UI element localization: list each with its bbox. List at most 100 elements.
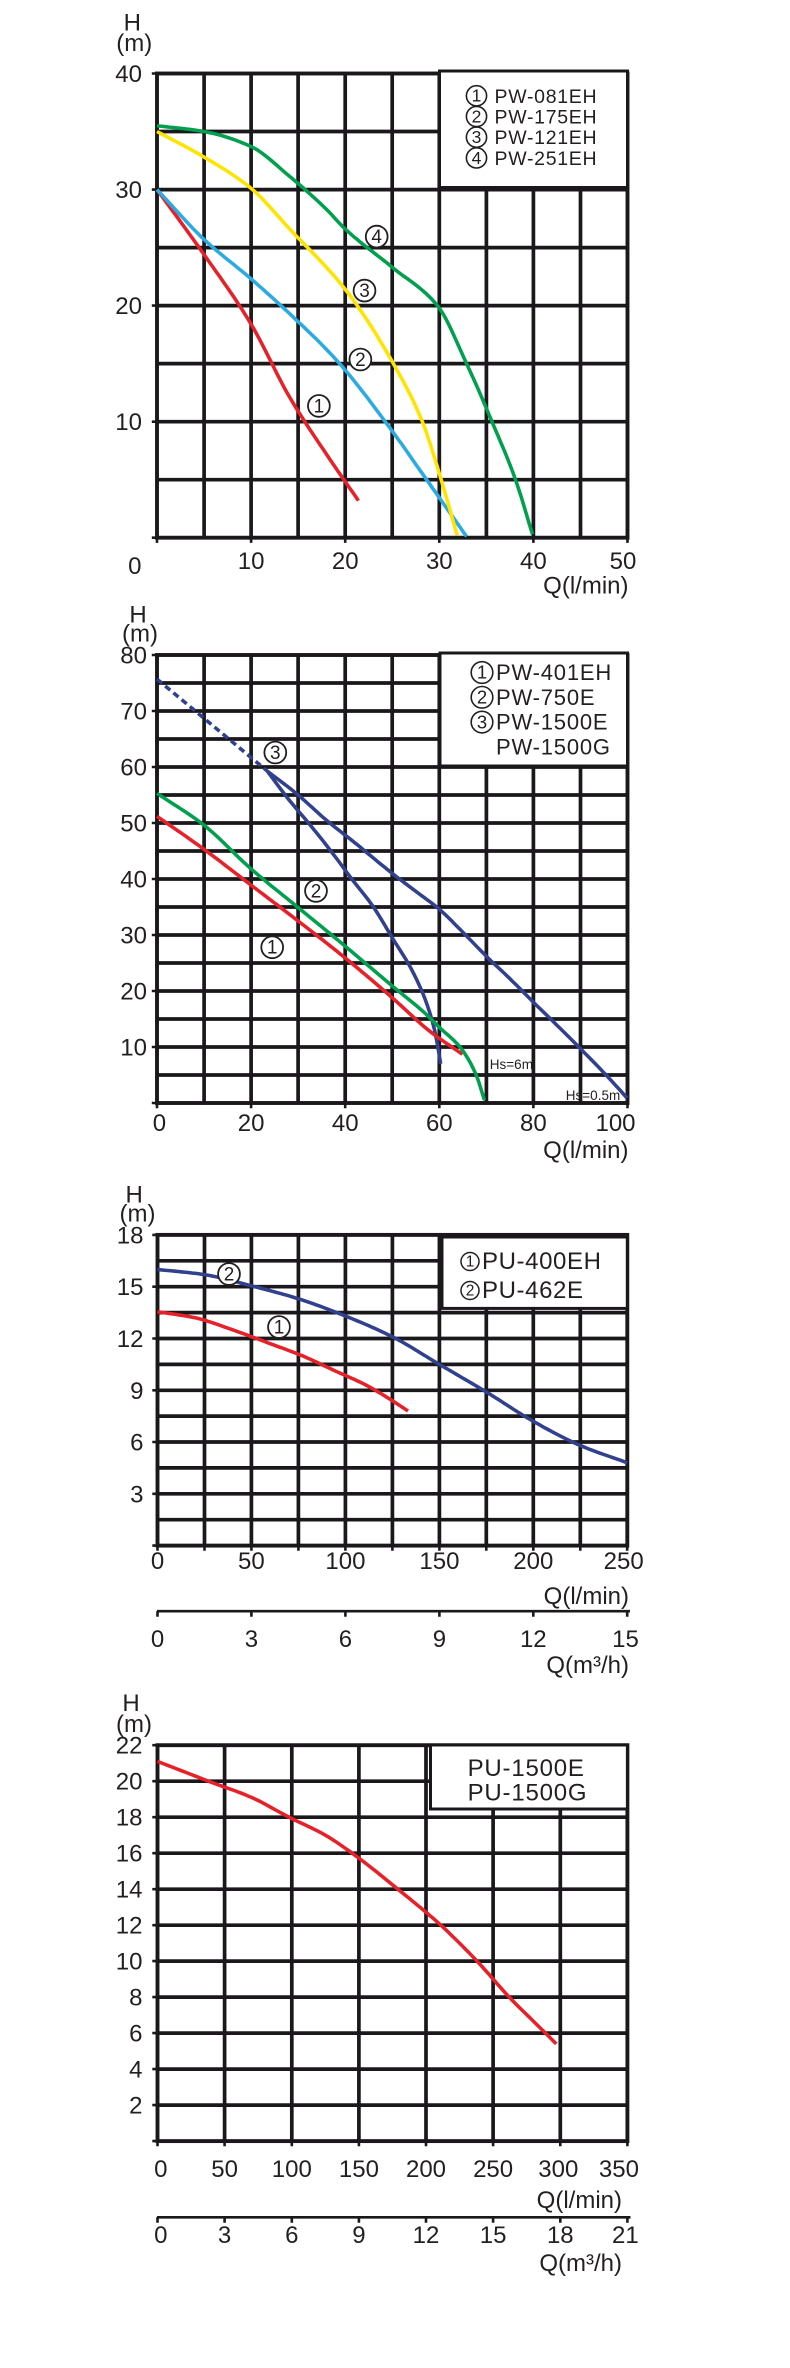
svg-text:6: 6	[130, 1430, 143, 1457]
svg-text:Q(l/min): Q(l/min)	[543, 1137, 628, 1164]
svg-text:80: 80	[520, 1110, 547, 1137]
svg-text:80: 80	[120, 643, 147, 670]
svg-text:(m): (m)	[116, 1711, 152, 1738]
svg-text:100: 100	[325, 1548, 365, 1575]
svg-text:Q(m³/h): Q(m³/h)	[546, 1652, 629, 1679]
svg-text:PU-1500E: PU-1500E	[468, 1755, 585, 1782]
svg-text:18: 18	[117, 1222, 144, 1249]
svg-text:2: 2	[129, 2093, 142, 2120]
svg-text:3: 3	[270, 743, 281, 764]
svg-text:3: 3	[130, 1481, 143, 1508]
svg-text:150: 150	[339, 2156, 379, 2183]
svg-text:2: 2	[311, 881, 322, 902]
svg-text:Q(l/min): Q(l/min)	[543, 573, 628, 600]
svg-text:30: 30	[115, 177, 142, 204]
svg-text:12: 12	[520, 1626, 547, 1653]
svg-text:Q(m³/h): Q(m³/h)	[539, 2250, 622, 2277]
svg-text:PW-251EH: PW-251EH	[495, 148, 598, 170]
svg-text:50: 50	[120, 811, 147, 838]
svg-text:Q(l/min): Q(l/min)	[537, 2187, 622, 2214]
svg-text:6: 6	[339, 1626, 352, 1653]
svg-text:10: 10	[238, 548, 265, 575]
svg-text:9: 9	[352, 2222, 365, 2249]
svg-text:60: 60	[120, 755, 147, 782]
svg-text:1: 1	[466, 1254, 475, 1271]
svg-text:0: 0	[154, 2222, 167, 2249]
svg-text:12: 12	[413, 2222, 440, 2249]
svg-text:50: 50	[211, 2156, 238, 2183]
svg-text:18: 18	[116, 1805, 143, 1832]
svg-text:H: H	[122, 1690, 139, 1717]
svg-text:16: 16	[116, 1841, 143, 1868]
svg-text:20: 20	[238, 1110, 265, 1137]
svg-text:H: H	[129, 602, 146, 629]
svg-text:20: 20	[332, 548, 359, 575]
svg-text:350: 350	[599, 2156, 639, 2183]
svg-text:8: 8	[129, 1985, 142, 2012]
svg-text:50: 50	[610, 548, 637, 575]
svg-text:3: 3	[477, 711, 487, 732]
svg-text:40: 40	[115, 61, 142, 88]
svg-text:PW-750E: PW-750E	[496, 685, 595, 710]
svg-text:12: 12	[116, 1913, 143, 1940]
svg-text:0: 0	[128, 553, 141, 580]
svg-text:4: 4	[472, 148, 482, 168]
svg-text:PW-1500G: PW-1500G	[496, 734, 611, 759]
svg-text:20: 20	[116, 1769, 143, 1796]
svg-text:22: 22	[116, 1733, 143, 1760]
svg-text:15: 15	[480, 2222, 507, 2249]
svg-text:9: 9	[130, 1378, 143, 1405]
svg-text:3: 3	[359, 281, 370, 302]
svg-text:30: 30	[426, 548, 453, 575]
svg-text:200: 200	[513, 1548, 553, 1575]
svg-text:15: 15	[612, 1626, 639, 1653]
svg-text:PW-175EH: PW-175EH	[495, 107, 598, 129]
svg-text:H: H	[126, 1182, 143, 1209]
svg-text:30: 30	[120, 923, 147, 950]
svg-text:2: 2	[224, 1264, 235, 1285]
svg-text:0: 0	[154, 2156, 167, 2183]
svg-text:12: 12	[117, 1326, 144, 1353]
svg-text:21: 21	[612, 2222, 639, 2249]
svg-text:2: 2	[472, 106, 482, 126]
svg-text:PW-1500E: PW-1500E	[496, 710, 608, 735]
svg-text:PW-081EH: PW-081EH	[495, 86, 598, 108]
svg-text:100: 100	[595, 1110, 635, 1137]
svg-text:PU-400EH: PU-400EH	[482, 1248, 602, 1275]
svg-text:18: 18	[547, 2222, 574, 2249]
svg-text:50: 50	[238, 1548, 265, 1575]
svg-text:300: 300	[538, 2156, 578, 2183]
svg-text:Q(l/min): Q(l/min)	[544, 1583, 629, 1610]
svg-text:4: 4	[371, 227, 382, 248]
svg-text:14: 14	[116, 1877, 143, 1904]
svg-text:1: 1	[314, 396, 325, 417]
svg-text:Hs=0.5m: Hs=0.5m	[566, 1088, 620, 1103]
svg-text:(m): (m)	[122, 621, 158, 648]
svg-text:15: 15	[117, 1274, 144, 1301]
svg-text:(m): (m)	[116, 30, 152, 57]
svg-text:10: 10	[120, 1035, 147, 1062]
svg-text:PU-462E: PU-462E	[482, 1277, 584, 1304]
svg-text:20: 20	[120, 979, 147, 1006]
svg-text:40: 40	[520, 548, 547, 575]
svg-text:6: 6	[285, 2222, 298, 2249]
svg-text:4: 4	[129, 2057, 142, 2084]
svg-text:3: 3	[245, 1626, 258, 1653]
svg-text:20: 20	[115, 293, 142, 320]
svg-text:40: 40	[332, 1110, 359, 1137]
svg-text:70: 70	[120, 699, 147, 726]
svg-text:250: 250	[473, 2156, 513, 2183]
svg-text:100: 100	[272, 2156, 312, 2183]
svg-text:2: 2	[466, 1283, 475, 1300]
svg-text:60: 60	[426, 1110, 453, 1137]
svg-text:1: 1	[267, 938, 278, 959]
svg-text:PU-1500G: PU-1500G	[468, 1780, 588, 1807]
svg-text:Hs=6m: Hs=6m	[490, 1057, 533, 1072]
svg-text:3: 3	[218, 2222, 231, 2249]
svg-text:H: H	[124, 10, 141, 37]
svg-text:PW-121EH: PW-121EH	[495, 127, 598, 149]
svg-text:10: 10	[115, 409, 142, 436]
svg-text:2: 2	[355, 350, 366, 371]
svg-text:10: 10	[116, 1949, 143, 1976]
svg-text:1: 1	[472, 86, 482, 106]
